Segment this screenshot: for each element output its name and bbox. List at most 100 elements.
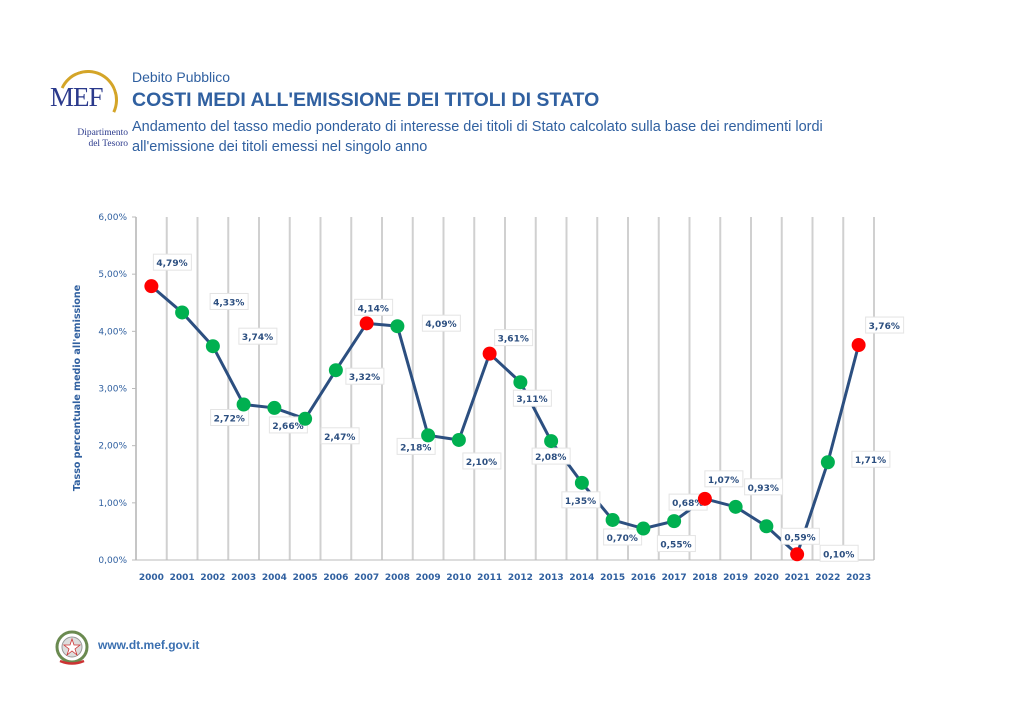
data-point <box>236 397 251 412</box>
data-label-box <box>819 544 859 562</box>
x-tick-label: 2015 <box>600 573 625 583</box>
data-label-box <box>209 292 249 310</box>
data-label-box <box>354 298 394 316</box>
data-label: 0,59% <box>784 533 815 543</box>
data-label: 0,70% <box>607 534 638 544</box>
logo-subtitle-line: del Tesoro <box>88 139 128 149</box>
data-label-box <box>512 389 552 407</box>
logo-subtitle-line: Dipartimento <box>77 128 128 138</box>
x-tick-label: 2013 <box>539 573 564 583</box>
logo-text: MEF <box>50 82 104 112</box>
x-tick-label: 2009 <box>416 573 441 583</box>
data-point <box>298 411 313 426</box>
y-tick-label: 2,00% <box>98 442 127 452</box>
data-point <box>513 375 528 390</box>
data-label-box <box>462 452 502 470</box>
data-point <box>328 363 343 378</box>
data-label: 0,55% <box>660 541 691 551</box>
data-label: 4,09% <box>425 320 456 330</box>
data-label: 2,47% <box>324 433 355 443</box>
logo-subtitle: Dipartimento del Tesoro <box>58 128 128 150</box>
y-tick-label: 6,00% <box>98 213 127 223</box>
x-tick-label: 2006 <box>323 573 348 583</box>
data-label: 3,11% <box>516 395 547 405</box>
data-label-box <box>421 314 461 332</box>
data-label: 2,18% <box>400 443 431 453</box>
data-label-box <box>345 367 385 385</box>
data-point <box>421 428 436 443</box>
data-point <box>605 512 620 527</box>
data-label: 0,93% <box>748 484 779 494</box>
x-tick-label: 2007 <box>354 573 379 583</box>
data-label-box <box>494 329 534 347</box>
data-label-box <box>851 450 891 468</box>
page-title: COSTI MEDI ALL'EMISSIONE DEI TITOLI DI S… <box>132 89 600 111</box>
x-tick-label: 2001 <box>170 573 195 583</box>
data-point <box>544 434 559 449</box>
x-tick-label: 2010 <box>446 573 471 583</box>
data-point <box>390 319 405 334</box>
data-point <box>790 547 805 562</box>
data-label: 1,07% <box>708 476 739 486</box>
section-label: Debito Pubblico <box>132 69 231 85</box>
data-point <box>697 491 712 506</box>
data-label: 0,10% <box>823 550 854 560</box>
data-point <box>759 519 774 534</box>
x-tick-label: 2022 <box>815 573 840 583</box>
italian-emblem-icon <box>55 630 89 665</box>
data-label-box <box>396 437 436 455</box>
data-point <box>175 305 190 320</box>
y-tick-label: 1,00% <box>98 499 127 509</box>
x-tick-label: 2023 <box>846 573 871 583</box>
data-label: 4,33% <box>213 298 244 308</box>
data-label: 2,66% <box>272 422 303 432</box>
data-label: 2,08% <box>535 453 566 463</box>
data-label: 4,79% <box>156 259 187 269</box>
x-tick-label: 2005 <box>293 573 318 583</box>
data-label-box <box>238 327 278 345</box>
data-label-box <box>744 478 784 496</box>
x-tick-label: 2018 <box>692 573 717 583</box>
y-tick-label: 4,00% <box>98 327 127 337</box>
mef-logo: MEF Dipartimento del Tesoro <box>46 61 128 150</box>
x-tick-label: 2000 <box>139 573 164 583</box>
website-link[interactable]: www.dt.mef.gov.it <box>98 638 200 652</box>
data-point <box>574 475 589 490</box>
data-label-box <box>210 409 250 427</box>
page-subtitle: Andamento del tasso medio ponderato di i… <box>132 119 823 155</box>
data-label: 1,71% <box>855 456 886 466</box>
data-label: 3,76% <box>869 322 900 332</box>
y-tick-label: 0,00% <box>98 556 127 566</box>
data-label: 2,10% <box>466 458 497 468</box>
y-axis-label: Tasso percentuale medio all'emissione <box>72 285 83 491</box>
data-label-box <box>561 491 601 509</box>
y-tick-label: 5,00% <box>98 270 127 280</box>
data-point <box>205 339 220 354</box>
data-label: 3,61% <box>498 335 529 345</box>
data-point <box>636 521 651 536</box>
data-point <box>851 338 866 353</box>
x-tick-label: 2002 <box>200 573 225 583</box>
data-label-box <box>780 527 820 545</box>
data-point <box>359 316 374 331</box>
data-label-box <box>865 316 905 334</box>
data-label: 2,72% <box>214 415 245 425</box>
data-label: 1,35% <box>565 497 596 507</box>
data-point <box>144 279 159 294</box>
x-tick-label: 2016 <box>631 573 656 583</box>
data-label: 3,74% <box>242 333 273 343</box>
data-label-box <box>656 535 696 553</box>
data-point <box>482 346 497 361</box>
data-label-box <box>603 528 643 546</box>
x-tick-label: 2020 <box>754 573 779 583</box>
data-point <box>728 499 743 514</box>
x-tick-label: 2017 <box>662 573 687 583</box>
data-point <box>820 455 835 470</box>
x-tick-label: 2012 <box>508 573 533 583</box>
y-tick-label: 3,00% <box>98 385 127 395</box>
x-tick-label: 2004 <box>262 573 287 583</box>
data-point <box>267 400 282 415</box>
x-tick-label: 2003 <box>231 573 256 583</box>
data-point <box>451 432 466 447</box>
